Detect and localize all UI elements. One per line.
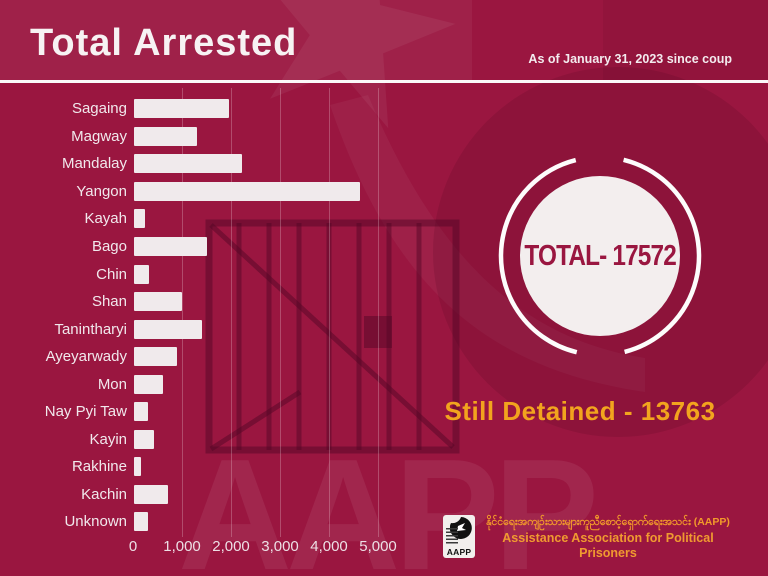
bar-label: Chin xyxy=(96,265,127,283)
bar-row: Yangon xyxy=(0,178,540,206)
bar xyxy=(134,237,207,256)
gridline xyxy=(378,88,379,537)
header-divider-line xyxy=(0,80,768,83)
gridline xyxy=(329,88,330,537)
bar-label: Sagaing xyxy=(71,100,127,118)
still-detained-label: Still Detained - 13763 xyxy=(444,396,716,426)
bar-row: Bago xyxy=(0,233,540,261)
page-title: Total Arrested xyxy=(30,22,298,64)
bar xyxy=(134,292,183,312)
bar-label: Tanintharyi xyxy=(54,320,127,338)
org-name-english: Assistance Association for Political Pri… xyxy=(502,530,714,560)
bar-label: Shan xyxy=(91,293,127,311)
x-axis: 0 1,000 2,000 3,000 4,000 5,000 xyxy=(0,538,560,558)
footer-org-names: နိုင်ငံရေးအကျဉ်းသားများကူညီစောင့်ရှောက်ရ… xyxy=(480,514,736,561)
bar-label: Unknown xyxy=(64,513,127,531)
bar-row: Sagaing xyxy=(0,95,540,123)
bar-row: Rakhine xyxy=(0,453,540,481)
date-note: As of January 31, 2023 since coup xyxy=(528,52,732,66)
bar xyxy=(134,512,149,532)
bar-row: Unknown xyxy=(0,508,540,536)
bar-row: Tanintharyi xyxy=(0,315,540,343)
bar xyxy=(134,484,168,504)
total-badge-label: TOTAL- 17572 xyxy=(524,239,676,272)
logo-fine-print xyxy=(446,528,458,544)
bar-rows: Sagaing Magway Mandalay Yangon Kayah Bago Chin… xyxy=(0,95,540,536)
x-tick-label: 0 xyxy=(128,538,138,555)
aapp-logo: AAPP xyxy=(443,515,475,558)
x-tick-label: 3,000 xyxy=(261,538,299,555)
bar xyxy=(134,181,361,201)
bar-label: Bago xyxy=(91,238,127,255)
bar-row: Kayah xyxy=(0,205,540,233)
bar-label: Mandalay xyxy=(61,155,127,173)
bar-label: Yangon xyxy=(76,182,127,200)
bar-row: Shan xyxy=(0,288,540,316)
total-badge: TOTAL- 17572 xyxy=(520,176,680,336)
x-tick-label: 1,000 xyxy=(163,538,201,555)
bar-label: Nay Pyi Taw xyxy=(44,403,127,421)
bar-label: Kayah xyxy=(84,210,127,228)
x-tick-label: 4,000 xyxy=(310,538,348,555)
bar-label: Ayeyarwady xyxy=(45,348,127,366)
bar xyxy=(134,347,178,367)
x-tick-label: 2,000 xyxy=(212,538,250,555)
bar xyxy=(134,429,155,449)
bar-row: Kayin xyxy=(0,426,540,454)
header-right-tint-panel xyxy=(603,0,768,81)
bar xyxy=(134,209,145,229)
x-tick-label: 5,000 xyxy=(359,538,397,555)
bar xyxy=(134,319,202,339)
total-ring-icon xyxy=(498,154,702,358)
bar-label: Mon xyxy=(97,375,127,393)
bar-label: Magway xyxy=(71,127,127,145)
bar xyxy=(134,154,242,174)
bar xyxy=(134,402,149,422)
bar-row: Magway xyxy=(0,123,540,151)
bar-row: Ayeyarwady xyxy=(0,343,540,371)
bar-row: Nay Pyi Taw xyxy=(0,398,540,426)
bar-row: Chin xyxy=(0,260,540,288)
bar-row: Kachin xyxy=(0,481,540,509)
bar xyxy=(134,457,141,477)
bar xyxy=(134,264,150,284)
bar xyxy=(134,126,198,146)
header-tint-panel xyxy=(0,0,472,81)
org-name-burmese: နိုင်ငံရေးအကျဉ်းသားများကူညီစောင့်ရှောက်ရ… xyxy=(486,516,730,528)
bar-row: Mandalay xyxy=(0,150,540,178)
bar-label: Kayin xyxy=(89,430,127,448)
bar xyxy=(134,99,230,119)
bar-label: Rakhine xyxy=(71,458,127,476)
bar-row: Mon xyxy=(0,370,540,398)
bar-label: Kachin xyxy=(81,485,127,503)
bar xyxy=(134,374,163,394)
logo-label: AAPP xyxy=(446,547,472,557)
gridline xyxy=(182,88,183,537)
gridline xyxy=(231,88,232,537)
aapp-watermark: AAPP xyxy=(178,427,599,576)
gridline xyxy=(280,88,281,537)
